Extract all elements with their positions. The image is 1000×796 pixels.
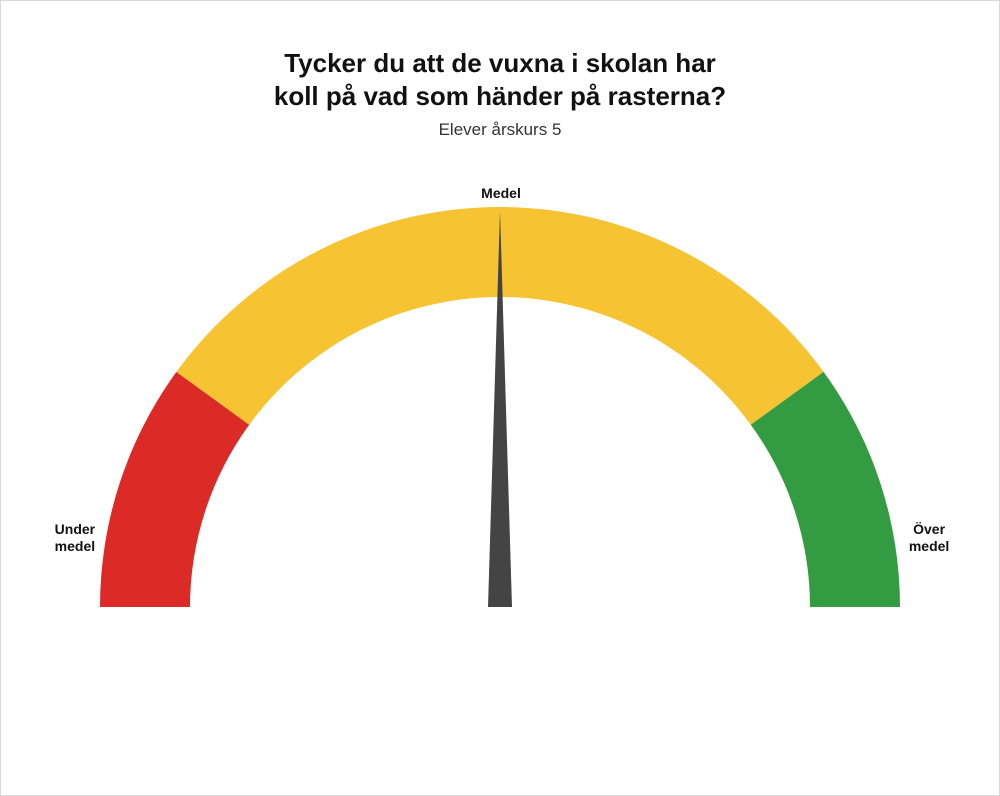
title-line-2: koll på vad som händer på rasterna? [1,80,999,113]
gauge-label-left-line1: Under [55,521,95,537]
gauge-label-right-line2: medel [909,538,949,554]
gauge-label-right: Över medel [901,521,957,555]
subtitle: Elever årskurs 5 [1,120,999,140]
title-block: Tycker du att de vuxna i skolan har koll… [1,47,999,140]
gauge-label-right-line1: Över [913,521,945,537]
gauge-label-left-line2: medel [55,538,95,554]
gauge-label-top: Medel [471,185,531,202]
gauge-label-left: Under medel [47,521,103,555]
gauge-svg [90,197,910,627]
title-line-1: Tycker du att de vuxna i skolan har [1,47,999,80]
gauge-chart [90,197,910,627]
chart-frame: Tycker du att de vuxna i skolan har koll… [0,0,1000,796]
gauge-label-top-text: Medel [481,185,521,201]
